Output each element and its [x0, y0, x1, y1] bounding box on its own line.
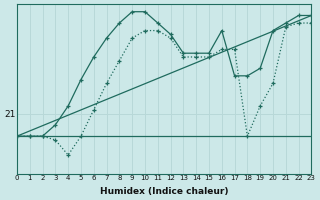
X-axis label: Humidex (Indice chaleur): Humidex (Indice chaleur) — [100, 187, 228, 196]
